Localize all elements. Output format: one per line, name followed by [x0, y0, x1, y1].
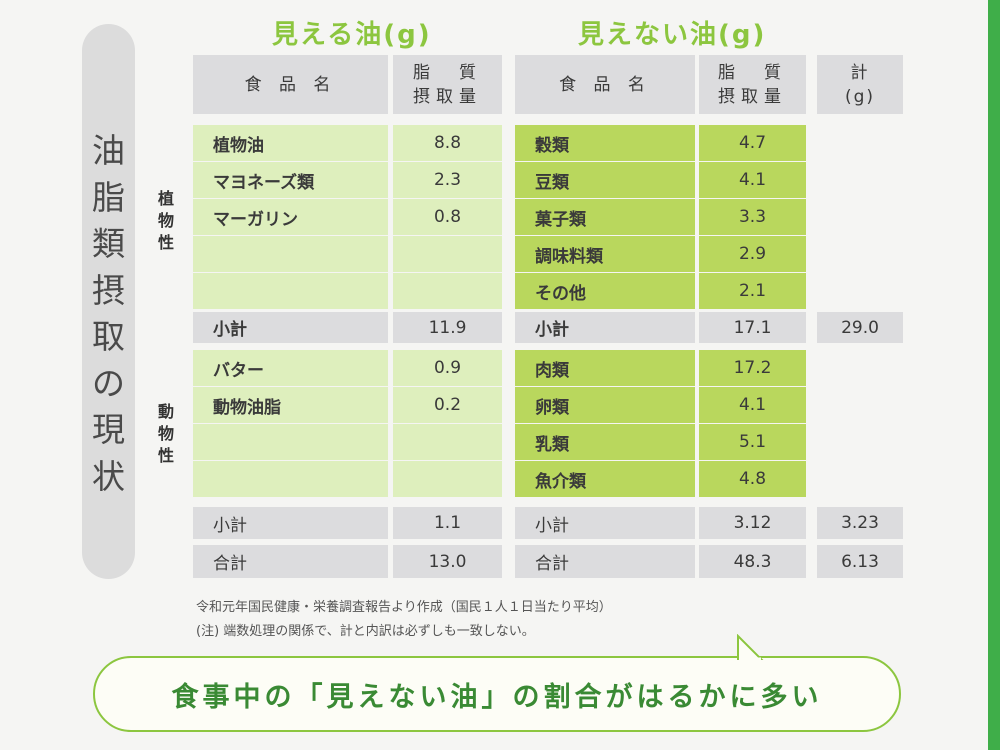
plant-subtotal-total: 29.0 [817, 312, 903, 343]
grand-total-visible: 13.0 [393, 545, 502, 578]
col-total: 計 (g) [817, 55, 903, 114]
col-total-line1: 計 [850, 62, 870, 83]
animal-invisible-value: 5.1 [699, 424, 806, 460]
plant-invisible-name: 豆類 [515, 162, 695, 198]
category-plant-label: 植物性 [157, 189, 174, 252]
plant-subtotal-visible: 11.9 [393, 312, 502, 343]
grand-total-label-invisible: 合計 [515, 545, 695, 578]
callout-tail [737, 634, 764, 660]
plant-visible-name: マーガリン [193, 199, 388, 235]
col-intake-line2: 摂取量 [413, 86, 482, 107]
side-title-char: 状 [92, 456, 125, 496]
plant-subtotal-label-invisible: 小計 [515, 312, 695, 343]
empty-cell [193, 236, 388, 272]
plant-subtotal-label: 小計 [193, 312, 388, 343]
invisible-oil-header: 見えない油(g) [578, 20, 767, 50]
animal-invisible-name: 魚介類 [515, 461, 695, 497]
animal-subtotal-visible: 1.1 [393, 507, 502, 539]
animal-invisible-name: 卵類 [515, 387, 695, 423]
empty-cell [393, 461, 502, 497]
empty-cell [193, 424, 388, 460]
col-intake-line1: 脂 質 [718, 62, 787, 83]
grand-total-label: 合計 [193, 545, 388, 578]
animal-invisible-name: 肉類 [515, 350, 695, 386]
plant-invisible-value: 2.9 [699, 236, 806, 272]
plant-invisible-value: 4.1 [699, 162, 806, 198]
animal-invisible-value: 17.2 [699, 350, 806, 386]
animal-subtotal-total: 3.23 [817, 507, 903, 539]
category-plant: 植物性 [156, 188, 176, 254]
animal-invisible-value: 4.8 [699, 461, 806, 497]
empty-cell [193, 461, 388, 497]
plant-invisible-value: 4.7 [699, 125, 806, 161]
animal-subtotal-label-invisible: 小計 [515, 507, 695, 539]
grand-total-invisible: 48.3 [699, 545, 806, 578]
plant-invisible-name: その他 [515, 273, 695, 309]
plant-visible-value: 8.8 [393, 125, 502, 161]
side-title-char: 類 [92, 224, 125, 263]
visible-oil-header: 見える油(g) [272, 20, 432, 50]
category-animal-label: 動物性 [157, 402, 174, 465]
side-title-char: 脂 [92, 177, 125, 217]
animal-visible-value: 0.9 [393, 350, 502, 386]
plant-invisible-name: 菓子類 [515, 199, 695, 235]
side-title-char: 取 [92, 317, 125, 356]
animal-visible-name: 動物油脂 [193, 387, 388, 423]
animal-subtotal-label: 小計 [193, 507, 388, 539]
empty-cell [393, 236, 502, 272]
col-food-name-invisible: 食 品 名 [515, 55, 695, 114]
empty-cell [193, 273, 388, 309]
side-title-char: 摂 [92, 270, 125, 310]
animal-visible-value: 0.2 [393, 387, 502, 423]
empty-cell [393, 273, 502, 309]
side-title-char: の [92, 363, 125, 403]
plant-visible-name: マヨネーズ類 [193, 162, 388, 198]
plant-invisible-name: 穀類 [515, 125, 695, 161]
green-edge-decoration [988, 0, 1000, 750]
callout-bubble: 食事中の「見えない油」の割合がはるかに多い [93, 656, 901, 732]
plant-invisible-value: 3.3 [699, 199, 806, 235]
rounding-note: (注) 端数処理の関係で、計と内訳は必ずしも一致しない。 [196, 624, 535, 639]
empty-cell [393, 424, 502, 460]
plant-visible-name: 植物油 [193, 125, 388, 161]
plant-visible-value: 0.8 [393, 199, 502, 235]
col-intake-line2: 摂取量 [718, 86, 787, 107]
plant-visible-value: 2.3 [393, 162, 502, 198]
animal-subtotal-invisible: 3.12 [699, 507, 806, 539]
col-intake-invisible: 脂 質 摂取量 [699, 55, 806, 114]
col-intake-line1: 脂 質 [413, 62, 482, 83]
source-note: 令和元年国民健康・栄養調査報告より作成（国民１人１日当たり平均） [196, 600, 612, 615]
plant-invisible-name: 調味料類 [515, 236, 695, 272]
side-title-char: 現 [92, 410, 125, 449]
side-title: 油 脂 類 摂 取 の 現 状 [82, 24, 135, 579]
plant-invisible-value: 2.1 [699, 273, 806, 309]
callout-text: 食事中の「見えない油」の割合がはるかに多い [171, 681, 823, 713]
plant-subtotal-invisible: 17.1 [699, 312, 806, 343]
side-title-char: 油 [92, 131, 125, 170]
grand-total-total: 6.13 [817, 545, 903, 578]
category-animal: 動物性 [156, 401, 176, 467]
col-food-name-visible: 食 品 名 [193, 55, 388, 114]
animal-invisible-name: 乳類 [515, 424, 695, 460]
col-intake-visible: 脂 質 摂取量 [393, 55, 502, 114]
col-total-line2: (g) [844, 86, 876, 107]
animal-invisible-value: 4.1 [699, 387, 806, 423]
animal-visible-name: バター [193, 350, 388, 386]
